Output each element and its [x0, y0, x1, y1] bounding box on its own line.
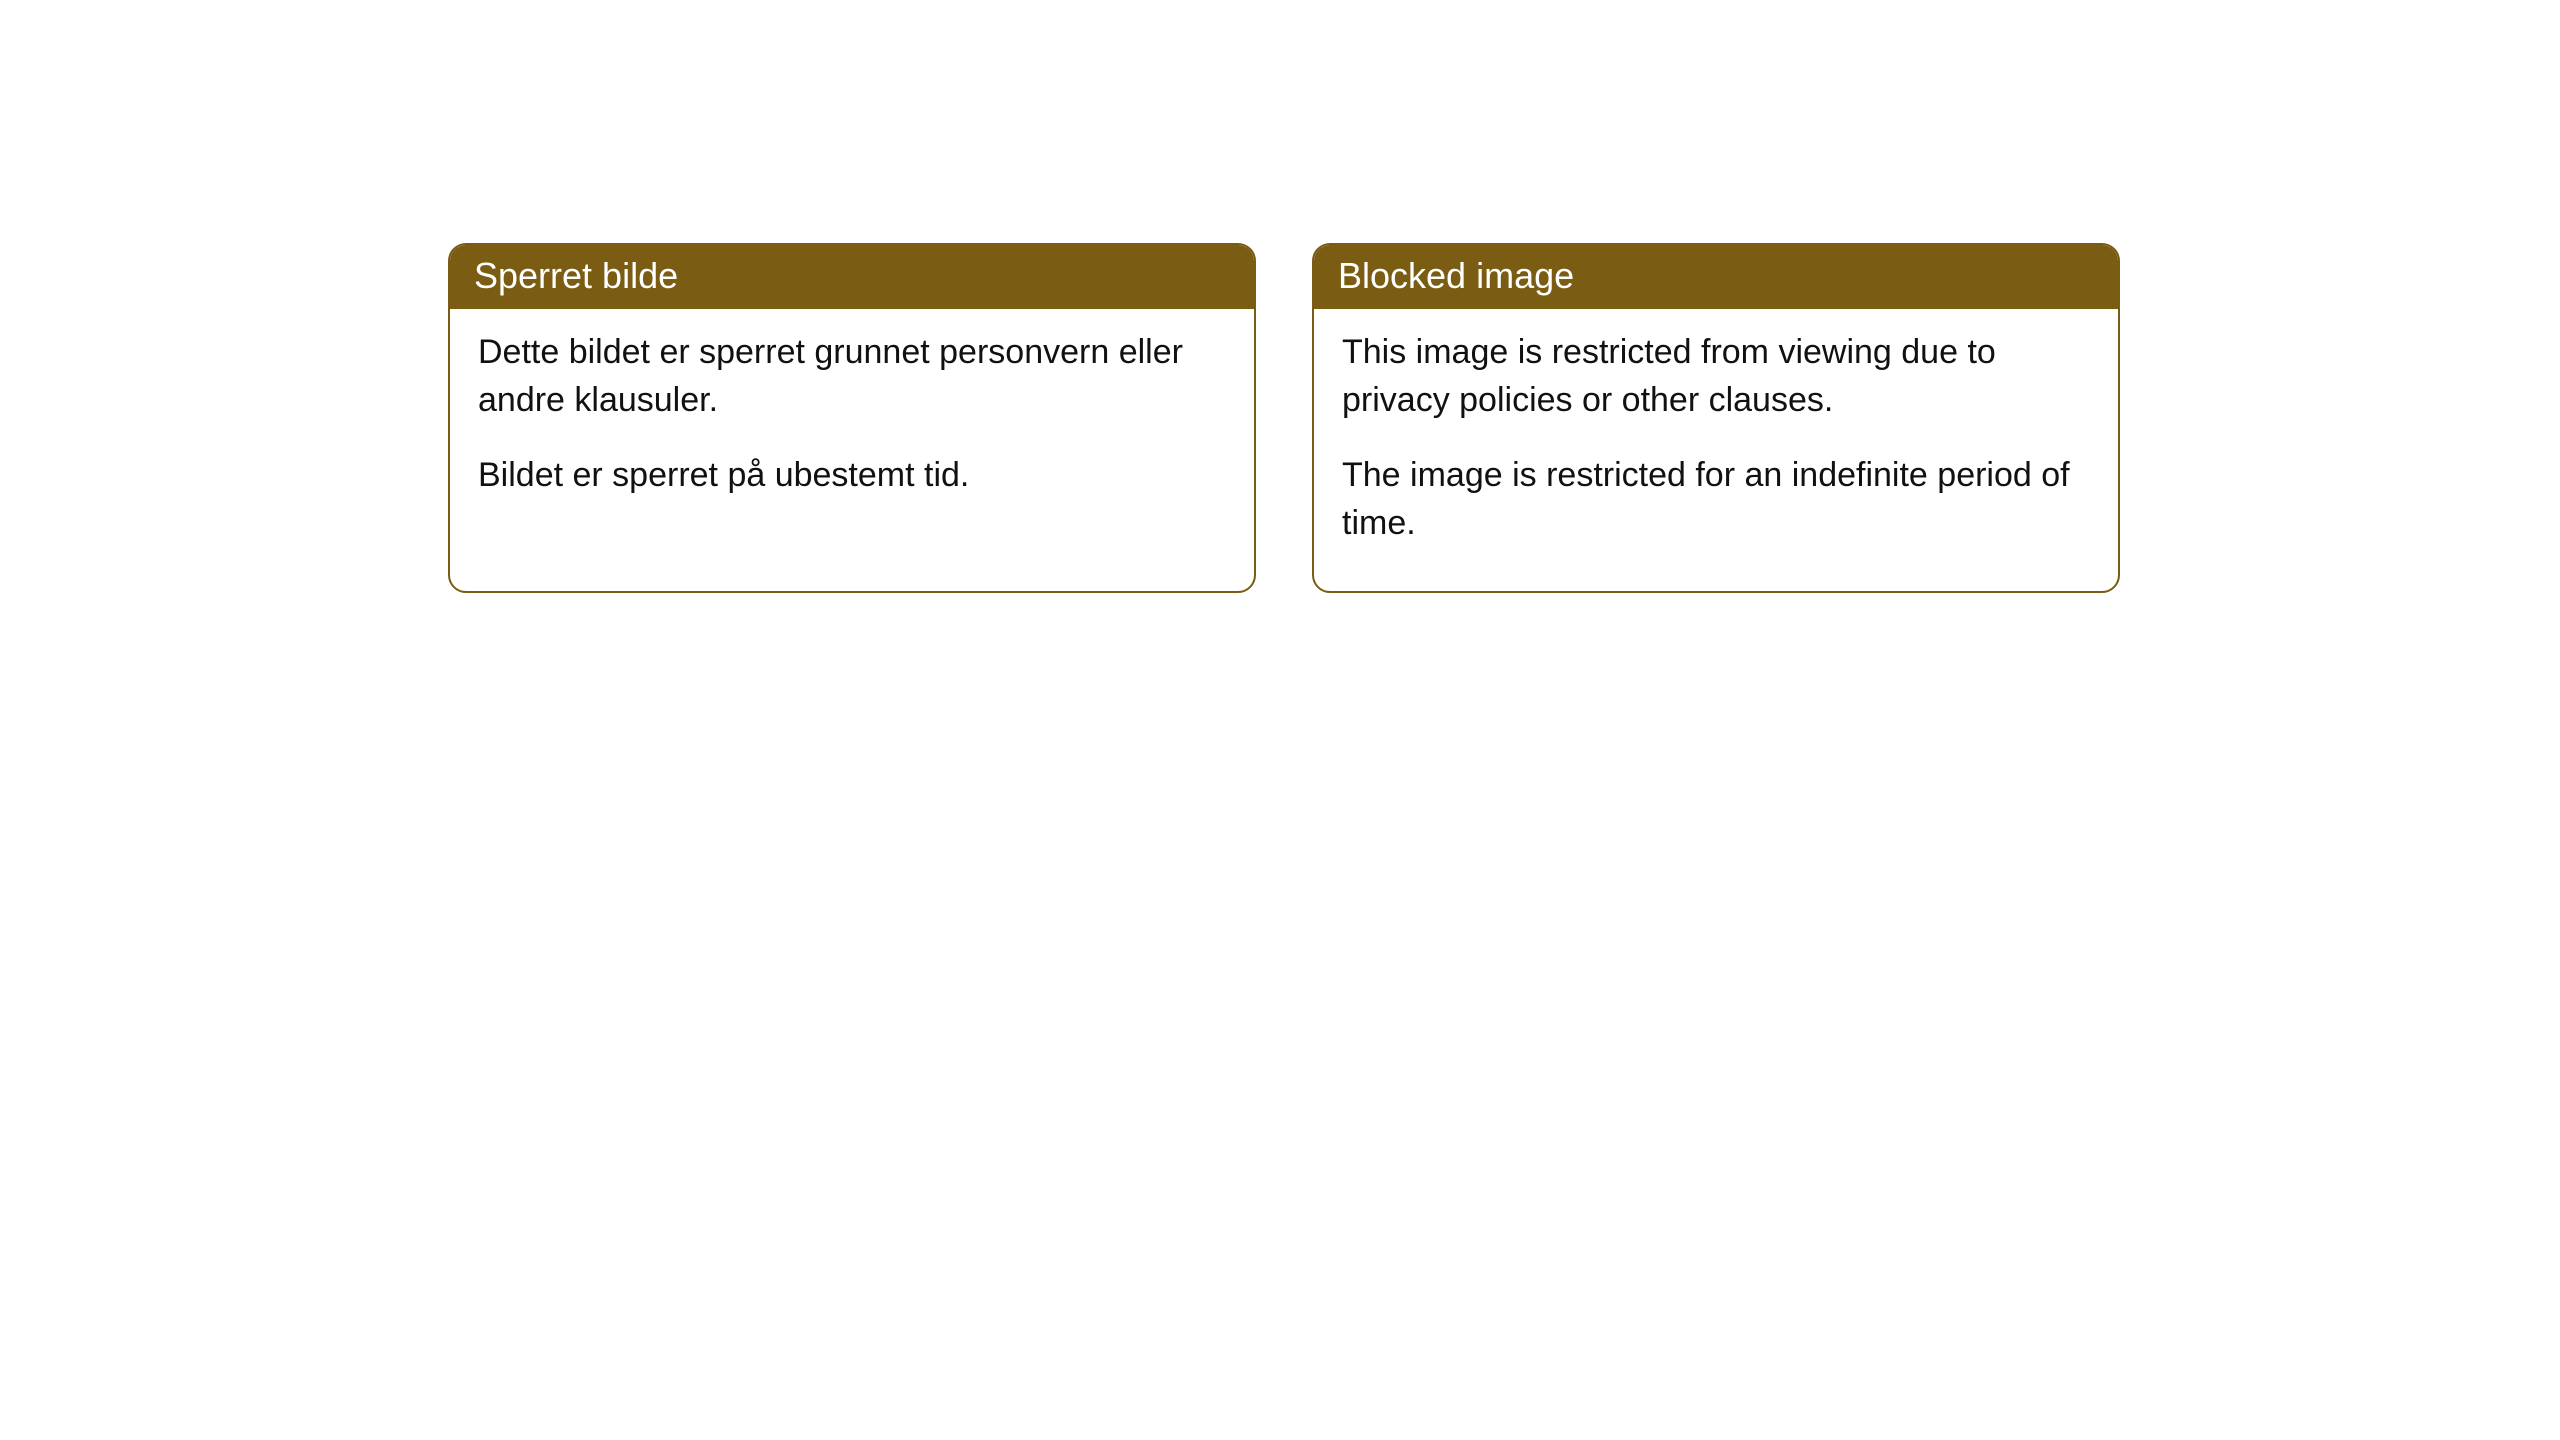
card-paragraph: Dette bildet er sperret grunnet personve… — [478, 329, 1226, 424]
card-body-english: This image is restricted from viewing du… — [1314, 309, 2118, 591]
card-header-norwegian: Sperret bilde — [450, 245, 1254, 309]
card-paragraph: The image is restricted for an indefinit… — [1342, 452, 2090, 547]
card-paragraph: Bildet er sperret på ubestemt tid. — [478, 452, 1226, 500]
notice-cards-container: Sperret bilde Dette bildet er sperret gr… — [448, 243, 2560, 593]
notice-card-english: Blocked image This image is restricted f… — [1312, 243, 2120, 593]
notice-card-norwegian: Sperret bilde Dette bildet er sperret gr… — [448, 243, 1256, 593]
card-title: Blocked image — [1338, 255, 1574, 296]
card-paragraph: This image is restricted from viewing du… — [1342, 329, 2090, 424]
card-title: Sperret bilde — [474, 255, 678, 296]
card-body-norwegian: Dette bildet er sperret grunnet personve… — [450, 309, 1254, 544]
card-header-english: Blocked image — [1314, 245, 2118, 309]
